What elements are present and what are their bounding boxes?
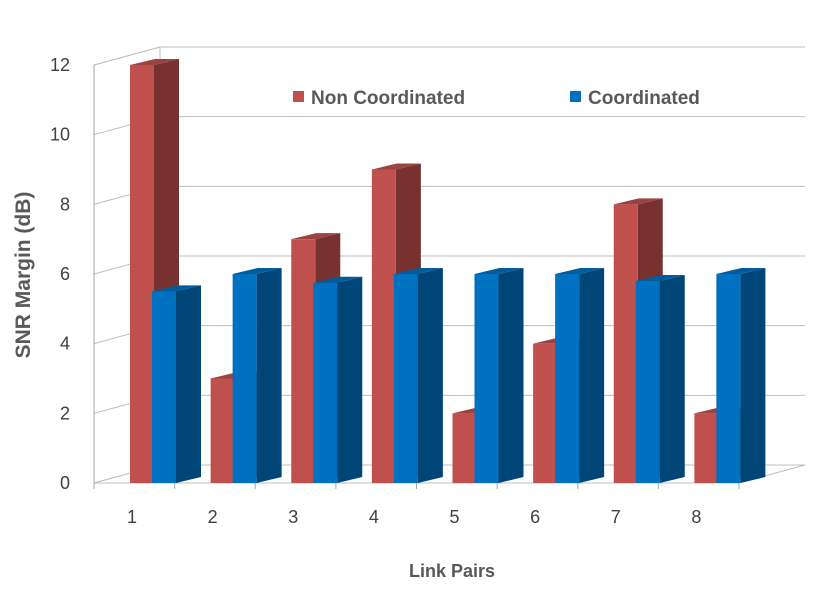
y-tick-label: 4 — [60, 334, 70, 354]
legend-swatch-non-coordinated — [293, 91, 304, 102]
gridline — [93, 255, 805, 275]
y-tick-label: 10 — [50, 125, 70, 145]
legend-item-coordinated: Coordinated — [570, 88, 700, 109]
gridline — [93, 116, 805, 136]
bar-side — [256, 268, 282, 483]
y-tick-labels: 0 2 4 6 8 10 12 — [50, 55, 70, 493]
bar-top — [313, 276, 363, 283]
bar-front — [452, 413, 477, 483]
bar-front — [371, 169, 396, 483]
bar-top — [152, 285, 201, 292]
bar-top — [635, 274, 685, 281]
bar-front — [474, 274, 499, 483]
legend-swatch-coordinated — [570, 91, 581, 102]
y-tick-label: 6 — [60, 264, 70, 284]
bar-top — [371, 163, 421, 170]
y-tick-label: 12 — [50, 55, 70, 75]
x-tick-labels: 1 2 3 4 5 6 7 8 — [127, 507, 701, 527]
x-axis-title: Link Pairs — [409, 561, 495, 581]
gridline — [93, 185, 805, 205]
bar-front — [393, 274, 418, 483]
bar-top — [130, 59, 179, 65]
bar-side — [498, 268, 524, 483]
x-tick-label: 4 — [369, 507, 379, 527]
legend-item-non-coordinated: Non Coordinated — [293, 88, 465, 109]
bar-top — [716, 268, 766, 274]
bar-coordinated-6 — [555, 268, 605, 483]
x-tick-label: 7 — [611, 507, 621, 527]
bar-front — [291, 239, 316, 483]
legend: Non Coordinated Coordinated — [293, 88, 700, 109]
bar-side — [740, 268, 766, 483]
bar-coordinated-1 — [152, 285, 201, 483]
bar-side — [659, 274, 685, 483]
x-tick-label: 8 — [691, 507, 701, 527]
legend-label-coordinated: Coordinated — [588, 88, 700, 109]
bar-top — [393, 268, 443, 274]
bar-front — [555, 274, 580, 483]
bar-side — [337, 276, 363, 483]
bar-side — [579, 268, 605, 483]
bar-front — [232, 274, 257, 483]
bar-top — [474, 268, 524, 274]
bar-coordinated-8 — [716, 268, 766, 483]
y-tick-label: 0 — [60, 473, 70, 493]
bar-front — [694, 413, 719, 483]
bar-front — [313, 282, 338, 483]
bar-front — [130, 65, 154, 483]
bar-top — [613, 198, 663, 205]
bar-front — [635, 280, 660, 483]
bar-top — [291, 233, 341, 240]
y-tick-label: 8 — [60, 194, 70, 214]
bar-coordinated-3 — [313, 276, 363, 483]
y-axis-title: SNR Margin (dB) — [12, 192, 35, 359]
bar-side — [176, 285, 201, 483]
bar-coordinated-2 — [232, 268, 282, 483]
bar-top — [555, 268, 605, 274]
bar-front — [152, 291, 176, 483]
gridline — [93, 46, 805, 66]
x-tick-label: 3 — [288, 507, 298, 527]
bar-front — [716, 274, 741, 483]
bar-front — [210, 378, 235, 483]
x-tick-label: 2 — [208, 507, 218, 527]
bar-side — [417, 268, 443, 483]
bar-front — [613, 204, 638, 484]
bar-coordinated-7 — [635, 274, 685, 483]
x-tick-label: 6 — [530, 507, 540, 527]
y-tick-label: 2 — [60, 403, 70, 423]
bar-top — [232, 268, 282, 274]
x-tick-label: 1 — [127, 507, 137, 527]
bar-coordinated-4 — [393, 268, 443, 483]
x-tick-label: 5 — [449, 507, 459, 527]
bars — [130, 59, 766, 484]
legend-label-non-coordinated: Non Coordinated — [311, 88, 465, 109]
bar-coordinated-5 — [474, 268, 524, 483]
bar-front — [533, 343, 558, 483]
